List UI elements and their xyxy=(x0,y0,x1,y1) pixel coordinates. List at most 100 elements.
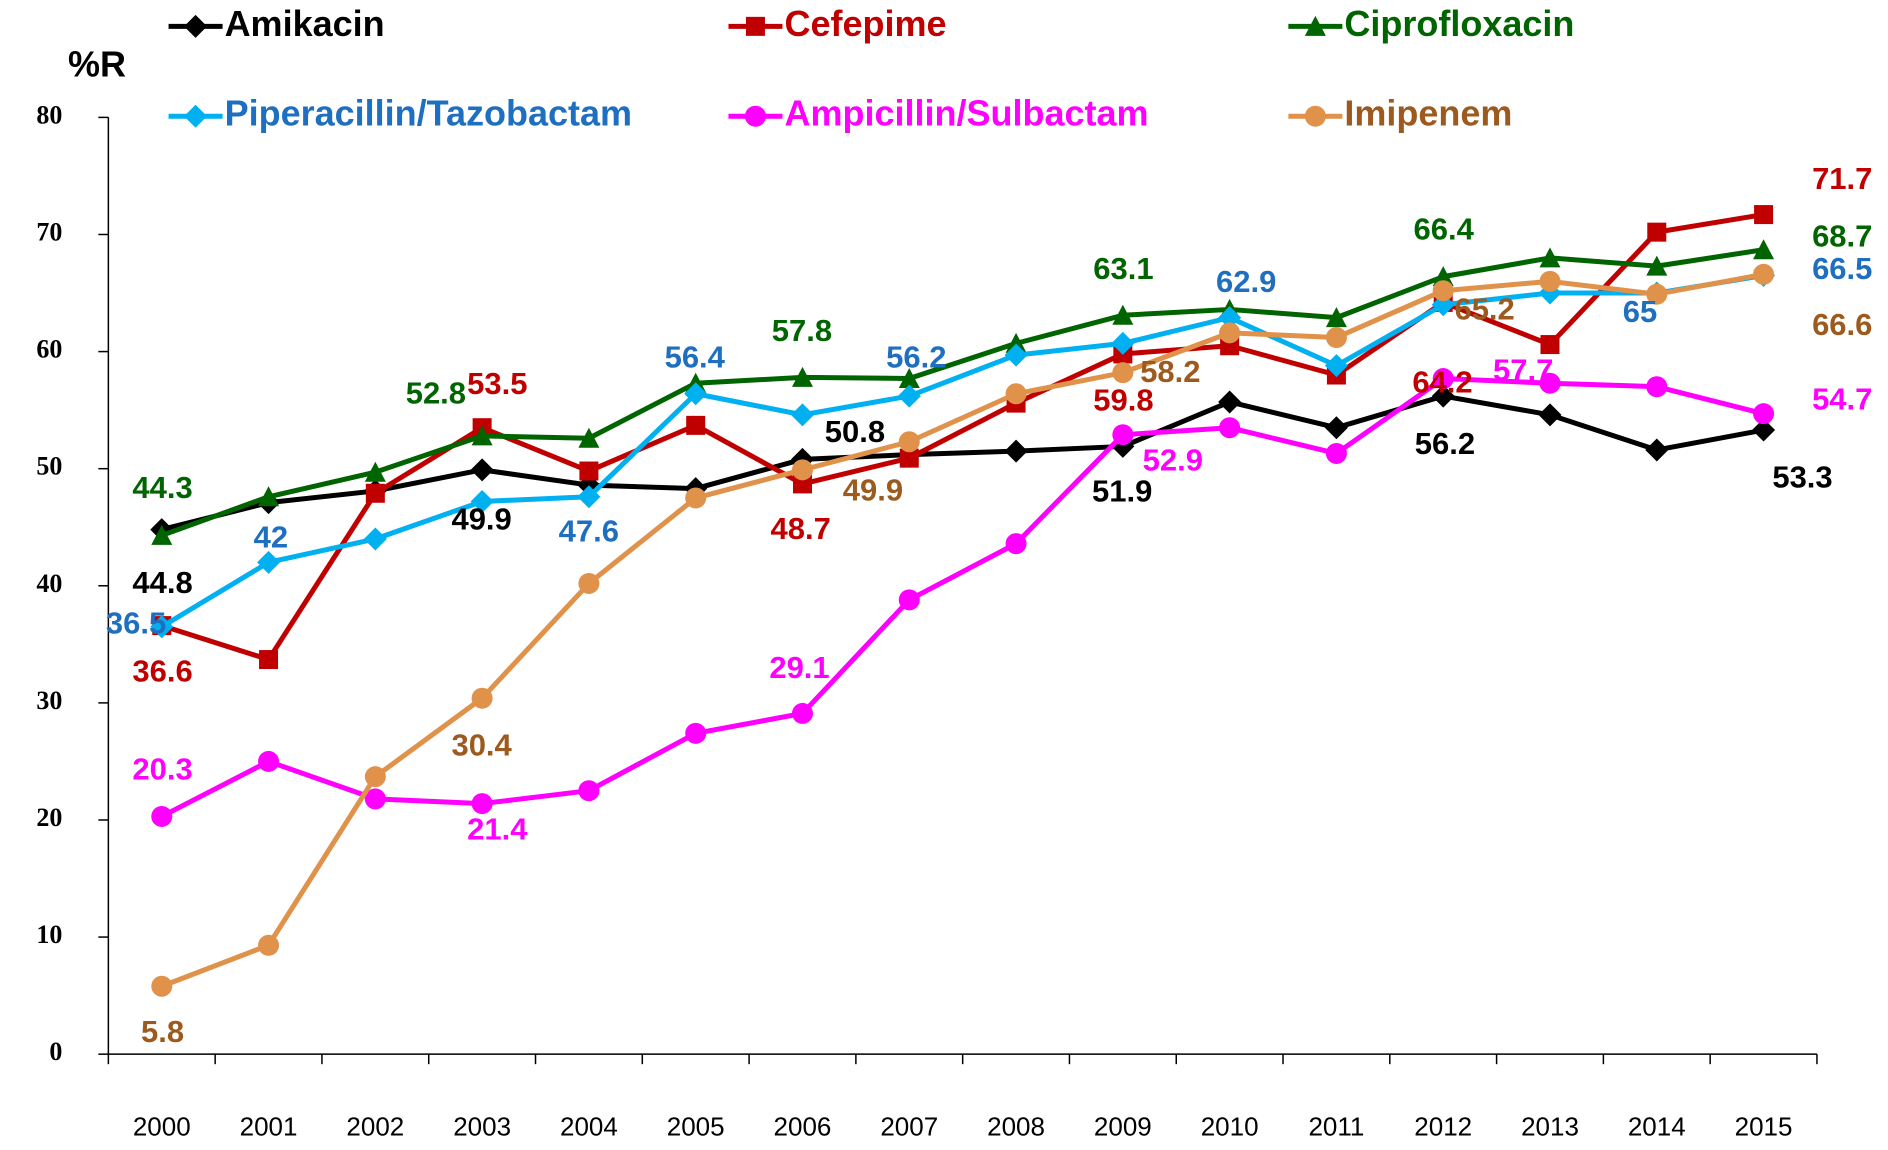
marker xyxy=(686,415,706,435)
marker xyxy=(1645,438,1669,462)
marker xyxy=(1324,354,1348,378)
marker xyxy=(1753,263,1775,285)
data-label: 42 xyxy=(254,519,288,554)
marker xyxy=(1753,239,1775,260)
series xyxy=(150,384,1776,542)
data-label: 56.4 xyxy=(665,340,726,375)
marker xyxy=(744,105,766,127)
marker xyxy=(1432,368,1454,390)
data-label: 5.8 xyxy=(141,1014,184,1049)
y-tick-label: 60 xyxy=(36,335,62,364)
marker xyxy=(899,448,919,468)
y-tick-label: 20 xyxy=(36,803,62,832)
data-label: 49.9 xyxy=(843,473,903,508)
marker xyxy=(1539,247,1561,268)
data-label: 57.8 xyxy=(772,313,832,348)
y-tick-label: 0 xyxy=(49,1037,62,1066)
marker xyxy=(1112,304,1134,325)
marker xyxy=(579,461,599,481)
marker xyxy=(684,382,708,406)
marker xyxy=(1005,383,1027,405)
y-tick-label: 10 xyxy=(36,920,62,949)
marker xyxy=(897,384,921,408)
y-tick-label: 50 xyxy=(36,452,62,481)
data-label: 30.4 xyxy=(451,728,512,763)
marker xyxy=(1304,15,1326,36)
marker xyxy=(1431,384,1455,408)
data-label: 63.1 xyxy=(1093,251,1153,286)
marker xyxy=(1646,283,1668,305)
series xyxy=(152,205,1774,670)
marker xyxy=(1539,270,1561,292)
marker xyxy=(790,403,814,427)
marker xyxy=(745,16,765,36)
y-tick-label: 80 xyxy=(36,100,62,129)
legend-label: Amikacin xyxy=(225,3,385,44)
marker xyxy=(1325,327,1347,349)
data-label: 29.1 xyxy=(769,650,829,685)
marker xyxy=(898,589,920,611)
x-tick-label: 2007 xyxy=(880,1111,938,1141)
marker xyxy=(1324,416,1348,440)
marker xyxy=(1754,205,1774,225)
marker xyxy=(1219,322,1241,344)
legend-label: Cefepime xyxy=(784,3,946,44)
y-axis-label: %R xyxy=(68,44,126,85)
data-label: 49.9 xyxy=(451,501,511,536)
x-tick-label: 2011 xyxy=(1308,1111,1364,1141)
marker xyxy=(1539,372,1561,394)
x-tick-label: 2009 xyxy=(1094,1111,1152,1141)
data-label: 21.4 xyxy=(467,812,528,847)
data-label: 62.9 xyxy=(1216,264,1276,299)
series-line xyxy=(160,376,1765,819)
legend-label: Ampicillin/Sulbactam xyxy=(784,93,1148,134)
series-line xyxy=(161,212,1764,663)
data-label: 65 xyxy=(1623,294,1657,329)
marker xyxy=(151,805,173,827)
marker xyxy=(1218,306,1242,330)
marker xyxy=(577,485,601,509)
marker xyxy=(1005,332,1027,353)
marker xyxy=(471,793,493,815)
data-label: 50.8 xyxy=(825,414,885,449)
x-tick-label: 2002 xyxy=(346,1111,404,1141)
marker xyxy=(1325,307,1347,328)
data-label: 53.3 xyxy=(1772,459,1832,494)
marker xyxy=(1538,403,1562,427)
data-label: 54.7 xyxy=(1812,381,1872,416)
marker xyxy=(184,14,208,38)
data-label: 52.9 xyxy=(1143,443,1203,478)
series-line xyxy=(160,273,1764,629)
marker xyxy=(1218,390,1242,414)
marker xyxy=(150,615,174,639)
x-tick-label: 2000 xyxy=(133,1111,191,1141)
y-tick-label: 30 xyxy=(36,686,62,715)
y-tick-label: 70 xyxy=(36,217,62,246)
marker xyxy=(364,788,386,810)
data-label: 66.5 xyxy=(1812,251,1872,286)
legend-label: Imipenem xyxy=(1344,93,1512,134)
x-tick-label: 2012 xyxy=(1414,1111,1472,1141)
marker xyxy=(1432,266,1454,287)
marker xyxy=(685,722,707,744)
marker xyxy=(259,650,279,670)
x-tick-label: 2015 xyxy=(1735,1111,1793,1141)
legend-label: Piperacillin/Tazobactam xyxy=(225,93,632,134)
marker xyxy=(1646,376,1668,398)
data-label: 59.8 xyxy=(1093,383,1153,418)
marker xyxy=(578,572,600,594)
marker xyxy=(151,975,173,997)
marker xyxy=(1325,442,1347,464)
data-label: 57.7 xyxy=(1493,353,1553,388)
marker xyxy=(1752,418,1776,442)
series xyxy=(151,263,1775,997)
marker xyxy=(364,766,386,788)
marker xyxy=(1111,331,1135,355)
marker xyxy=(258,750,280,772)
data-label: 47.6 xyxy=(559,513,619,548)
marker xyxy=(1004,343,1028,367)
marker xyxy=(470,458,494,482)
data-label: 53.5 xyxy=(467,366,527,401)
series xyxy=(151,368,1775,827)
